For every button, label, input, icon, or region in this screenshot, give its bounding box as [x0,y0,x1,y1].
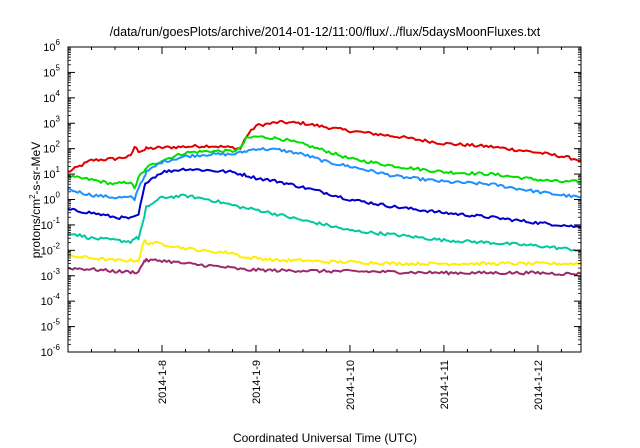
x-tick-label: 2014-1-9 [251,360,263,404]
series-line-7 [67,257,582,277]
y-tick-label: 10-6 [41,343,61,359]
y-tick-label: 102 [43,140,60,156]
y-tick-label: 10-4 [41,292,61,308]
series-line-3 [67,147,582,202]
x-tick-label: 2014-1-10 [345,360,357,410]
plot-frame [67,46,582,353]
series-line-1 [67,119,582,173]
y-tick-label: 103 [43,114,60,130]
x-tick-label: 2014-1-11 [439,360,451,409]
x-axis-label: Coordinated Universal Time (UTC) [233,431,417,445]
y-axis-label: protons/cm2-s-sr-MeV [28,142,43,258]
y-tick-label: 10-2 [41,241,61,257]
y-tick-label: 100 [43,191,60,207]
chart-title: /data/run/goesPlots/archive/2014-01-12/1… [110,25,541,39]
y-tick-label: 10-1 [41,216,61,232]
y-tick-label: 104 [43,89,60,105]
series-line-5 [67,193,581,252]
series-line-4 [67,167,582,229]
y-tick-label: 10-5 [41,318,61,334]
series-line-2 [67,135,582,190]
series-layer [67,119,582,277]
tick-layer: 10-6 10-5 10-4 10-3 10-2 10-1 100 101 102 103 104 1… [41,38,581,410]
y-tick-label: 105 [43,63,60,79]
y-tick-label: 106 [43,38,60,54]
x-tick-label: 2014-1-8 [157,360,169,404]
y-tick-label: 10-3 [41,267,61,283]
series-line-6 [67,239,582,267]
y-tick-label: 101 [43,165,60,181]
x-tick-label: 2014-1-12 [533,360,545,410]
